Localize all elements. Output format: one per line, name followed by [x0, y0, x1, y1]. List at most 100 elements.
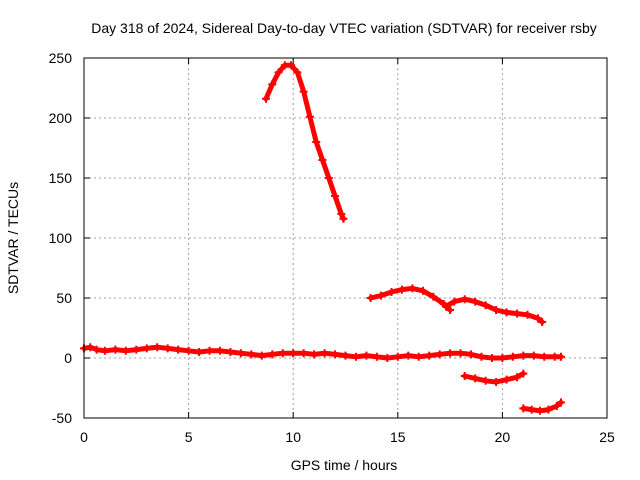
- data-point: [513, 309, 522, 318]
- data-point: [492, 378, 501, 386]
- data-point: [429, 292, 438, 301]
- x-tick-label: 10: [285, 429, 301, 445]
- grid: [84, 58, 607, 418]
- data-point: [446, 349, 455, 358]
- data-point: [299, 349, 308, 358]
- data-point: [339, 214, 348, 223]
- data-point: [274, 68, 283, 77]
- y-tick-label: 0: [64, 350, 72, 366]
- data-point: [121, 346, 130, 355]
- data-point: [268, 350, 277, 359]
- data-point: [111, 345, 120, 354]
- data-point: [163, 344, 172, 353]
- data-point: [487, 354, 496, 362]
- data-point: [435, 350, 444, 359]
- series-arc-2: [262, 61, 348, 223]
- data-point: [513, 373, 522, 382]
- data-point: [450, 297, 459, 306]
- x-tick-label: 0: [80, 429, 88, 445]
- series-arc-5: [460, 369, 528, 386]
- data-point: [481, 376, 490, 385]
- data-point: [372, 352, 381, 361]
- x-tick-label: 5: [185, 429, 193, 445]
- chart-title: Day 318 of 2024, Sidereal Day-to-day VTE…: [91, 20, 597, 36]
- data-point: [100, 346, 109, 355]
- x-tick-label: 15: [390, 429, 406, 445]
- data-point: [508, 352, 517, 361]
- data-point: [552, 402, 561, 410]
- series-group: [80, 61, 565, 415]
- data-point: [226, 348, 235, 356]
- data-point: [519, 404, 528, 413]
- data-point: [471, 374, 480, 383]
- data-point: [310, 350, 319, 359]
- data-point: [529, 351, 538, 360]
- series-trace: [263, 62, 346, 222]
- data-point: [320, 349, 329, 358]
- data-point: [471, 297, 480, 306]
- series-trace: [368, 285, 453, 313]
- data-point: [362, 351, 371, 360]
- x-tick-label: 20: [495, 429, 511, 445]
- data-point: [502, 375, 511, 384]
- data-point: [538, 318, 547, 326]
- data-point: [540, 352, 549, 361]
- series-arc-4: [441, 295, 547, 326]
- data-point: [215, 346, 224, 355]
- data-point: [287, 61, 296, 70]
- data-point: [536, 406, 545, 415]
- data-point: [247, 350, 256, 359]
- data-point: [523, 310, 532, 319]
- data-point: [519, 369, 528, 378]
- y-tick-label: 50: [56, 290, 72, 306]
- data-point: [132, 345, 141, 354]
- data-point: [351, 352, 360, 361]
- data-point: [366, 294, 375, 302]
- series-arc-6: [519, 398, 565, 415]
- y-tick-label: -50: [52, 410, 72, 426]
- data-point: [289, 349, 298, 358]
- y-tick-label: 100: [49, 230, 73, 246]
- data-point: [331, 350, 340, 359]
- data-point: [425, 351, 434, 360]
- data-point: [519, 351, 528, 360]
- data-point: [544, 405, 553, 414]
- data-point: [174, 345, 183, 354]
- x-tick-label: 25: [599, 429, 615, 445]
- data-point: [318, 156, 327, 164]
- data-point: [446, 306, 455, 314]
- data-point: [205, 346, 214, 355]
- data-point: [492, 306, 501, 314]
- data-point: [481, 301, 490, 310]
- data-point: [477, 352, 486, 361]
- series-arc-3: [366, 284, 455, 314]
- y-tick-label: 250: [49, 50, 73, 66]
- x-axis-label: GPS time / hours: [291, 457, 398, 473]
- data-point: [142, 344, 151, 353]
- data-point: [460, 372, 469, 380]
- data-point: [418, 286, 427, 295]
- data-point: [556, 352, 565, 361]
- y-axis-label: SDTVAR / TECUs: [5, 182, 21, 294]
- data-point: [236, 349, 245, 358]
- data-point: [408, 284, 417, 293]
- y-tick-label: 150: [49, 170, 73, 186]
- data-point: [397, 285, 406, 294]
- data-point: [293, 68, 302, 77]
- data-point: [377, 291, 386, 300]
- data-point: [337, 210, 346, 218]
- ticks: 0 5 10 15 20 25 -50 0 50 100 150 200 250: [49, 50, 615, 445]
- data-point: [404, 351, 413, 360]
- data-point: [92, 345, 101, 354]
- data-point: [393, 352, 402, 361]
- data-point: [456, 349, 465, 358]
- data-point: [383, 354, 392, 362]
- data-point: [414, 352, 423, 361]
- data-point: [257, 351, 266, 360]
- data-point: [467, 350, 476, 359]
- y-tick-label: 200: [49, 110, 73, 126]
- data-point: [268, 80, 277, 89]
- data-point: [153, 343, 162, 352]
- data-point: [502, 308, 511, 317]
